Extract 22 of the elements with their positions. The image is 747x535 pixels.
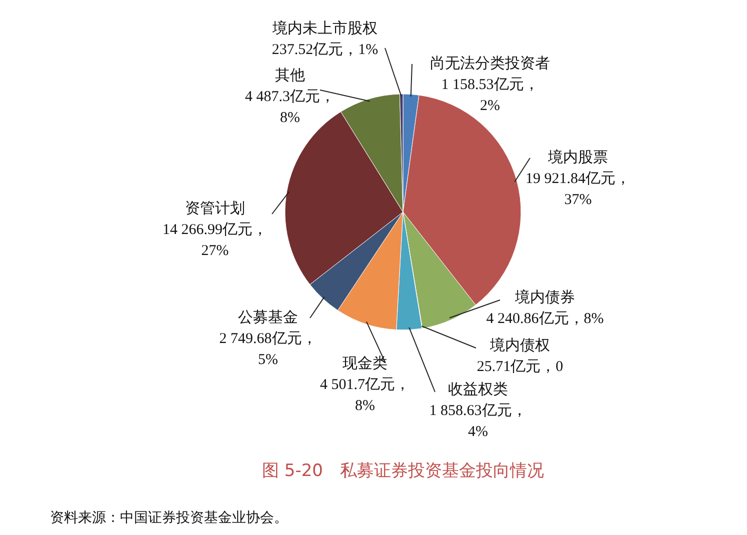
- data-label: 14 266.99亿元， 27%: [162, 222, 268, 259]
- slice-label: 资管计划: [185, 200, 245, 217]
- data-label: 2 749.68亿元， 5%: [219, 331, 317, 368]
- slice-label: 现金类: [342, 355, 388, 372]
- slice-label: 境内债券: [514, 289, 575, 306]
- slice-label: 境内债权: [489, 337, 550, 354]
- text: 资料来源：中国证券投资基金业协会。: [50, 510, 288, 526]
- data-label: 237.52亿元，1%: [272, 42, 378, 58]
- slice-label: 收益权类: [448, 381, 508, 398]
- data-label: 1 158.53亿元， 2%: [441, 77, 539, 114]
- data-label: 4 501.7亿元， 8%: [320, 377, 410, 414]
- slice-label: 境内未上市股权: [272, 20, 378, 37]
- text: 图 5-20 私募证券投资基金投向情况: [262, 461, 544, 481]
- data-label: 1 858.63亿元， 4%: [429, 403, 527, 440]
- slice-label: 其他: [275, 67, 305, 84]
- data-label: 25.71亿元，0: [476, 359, 564, 375]
- slice-label: 尚无法分类投资者: [430, 55, 550, 72]
- slice-label: 公募基金: [238, 309, 298, 326]
- data-label: 19 921.84亿元， 37%: [526, 171, 630, 208]
- data-label: 4 240.86亿元，8%: [486, 311, 604, 327]
- slice-label: 境内股票: [547, 149, 608, 166]
- data-label: 4 487.3亿元， 8%: [245, 89, 335, 126]
